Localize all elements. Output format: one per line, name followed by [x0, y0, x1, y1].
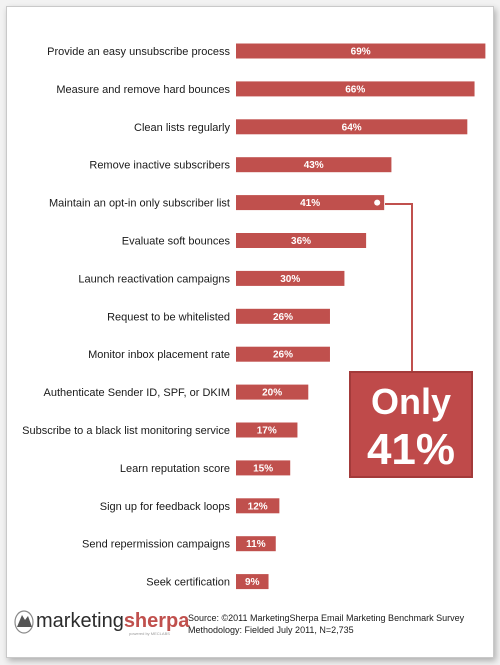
- bar-chart: Provide an easy unsubscribe process 69% Me…: [14, 43, 486, 636]
- category-label: Launch reactivation campaigns: [78, 273, 230, 285]
- value-label: 64%: [342, 122, 362, 133]
- callout-line2: 41%: [367, 425, 455, 474]
- bar: [236, 233, 367, 248]
- marketingsherpa-logo: marketingsherpa powered by MECLABS: [14, 610, 190, 636]
- category-label: Request to be whitelisted: [107, 311, 230, 323]
- value-label: 20%: [262, 388, 282, 399]
- value-label: 66%: [345, 84, 365, 95]
- category-label: Sign up for feedback loops: [100, 501, 231, 513]
- category-label: Measure and remove hard bounces: [56, 84, 230, 96]
- category-label: Provide an easy unsubscribe process: [47, 46, 230, 58]
- mountain-logo-icon: [14, 610, 34, 634]
- bar: [236, 460, 291, 476]
- bar: [236, 43, 486, 59]
- category-label: Authenticate Sender ID, SPF, or DKIM: [44, 387, 230, 399]
- logo-wordmark: marketingsherpa: [36, 610, 190, 632]
- bar: [236, 270, 345, 286]
- bar: [236, 308, 330, 324]
- category-label: Seek certification: [146, 577, 230, 589]
- category-label: Evaluate soft bounces: [122, 236, 231, 248]
- value-label: 15%: [253, 463, 273, 474]
- category-label: Maintain an opt-in only subscriber list: [49, 198, 230, 210]
- value-label: 30%: [280, 274, 300, 285]
- highlight-marker: [374, 199, 381, 206]
- category-label: Clean lists regularly: [134, 122, 230, 134]
- value-label: 12%: [248, 501, 268, 512]
- logo-tagline: powered by MECLABS: [129, 631, 170, 636]
- logo-word-sherpa: sherpa: [124, 610, 190, 632]
- value-label: 36%: [291, 236, 311, 247]
- value-label: 26%: [273, 350, 293, 361]
- bar: [236, 574, 269, 590]
- callout-connector: [385, 203, 413, 373]
- logo-word-marketing: marketing: [36, 610, 124, 632]
- bar: [236, 195, 385, 211]
- value-label: 26%: [273, 312, 293, 323]
- callout-background: [349, 371, 473, 478]
- bar: [236, 498, 280, 514]
- bar: [236, 384, 309, 400]
- value-label: 9%: [245, 577, 260, 588]
- value-label: 11%: [246, 539, 266, 550]
- value-label: 43%: [304, 160, 324, 171]
- connector-line: [385, 203, 413, 373]
- chart-frame: Provide an easy unsubscribe process 69% Me…: [6, 6, 494, 658]
- bar: [236, 536, 276, 552]
- value-label: 69%: [351, 47, 371, 58]
- methodology-line: Methodology: Fielded July 2011, N=2,735: [188, 625, 354, 635]
- bar: [236, 157, 392, 173]
- bar: [236, 81, 475, 97]
- value-label: 41%: [300, 198, 320, 209]
- bar: [236, 346, 330, 362]
- source-line: Source: ©2011 MarketingSherpa Email Mark…: [188, 613, 465, 623]
- bar: [236, 119, 468, 135]
- category-label: Learn reputation score: [120, 463, 230, 475]
- callout-box: Only 41%: [349, 371, 473, 478]
- category-label: Monitor inbox placement rate: [88, 349, 230, 361]
- value-label: 17%: [257, 426, 277, 437]
- bar: [236, 422, 298, 438]
- bars-layer: Provide an easy unsubscribe process 69% Me…: [22, 43, 486, 590]
- category-label: Send repermission campaigns: [82, 539, 230, 551]
- category-label: Remove inactive subscribers: [89, 160, 230, 172]
- category-label: Subscribe to a black list monitoring ser…: [22, 425, 230, 437]
- callout-line1: Only: [371, 381, 451, 422]
